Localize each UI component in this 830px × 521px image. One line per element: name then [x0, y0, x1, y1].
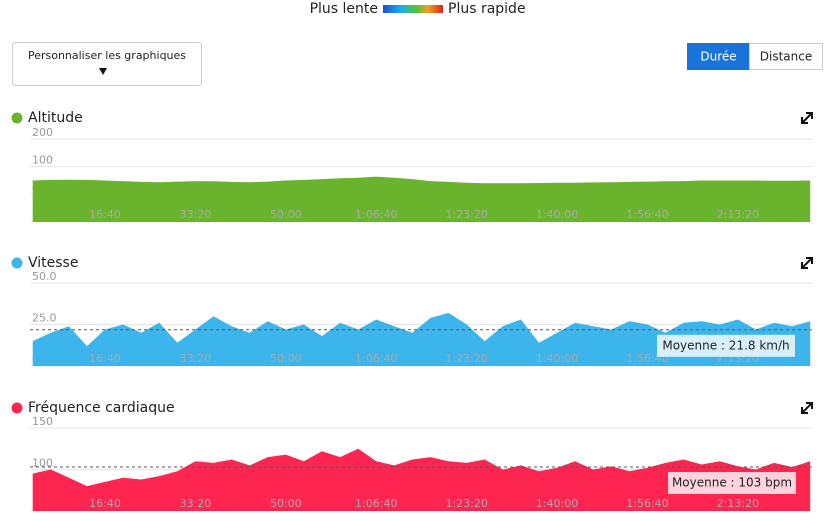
expand-icon[interactable]: [801, 402, 813, 414]
x-tick-label: 16:40: [89, 208, 121, 221]
x-tick-label: 1:23:20: [445, 497, 487, 510]
y-tick-label: 150: [32, 415, 53, 428]
x-tick-label: 33:20: [180, 352, 212, 365]
average-box: [668, 472, 796, 495]
x-tick-label: 50:00: [270, 352, 302, 365]
x-tick-label: 16:40: [89, 497, 121, 510]
x-tick-label: 16:40: [89, 352, 121, 365]
x-tick-label: 33:20: [180, 208, 212, 221]
dropdown-arrow: [99, 68, 107, 75]
x-tick-label: 1:56:40: [626, 208, 668, 221]
toggle-label: Distance: [760, 50, 812, 64]
chart-title: Altitude: [28, 110, 83, 126]
expand-icon[interactable]: [801, 257, 813, 269]
customize-label: Personnaliser les graphiques: [28, 49, 186, 62]
series-dot: [11, 257, 23, 269]
x-tick-label: 2:13:20: [717, 208, 759, 221]
legend-slow: Plus lente: [310, 1, 378, 17]
x-tick-label: 1:56:40: [626, 497, 668, 510]
x-tick-label: 1:06:40: [355, 352, 397, 365]
toggle-option[interactable]: [687, 43, 750, 70]
y-tick-label: 25.0: [32, 312, 57, 325]
area: [32, 312, 811, 366]
y-tick-label: 100: [32, 457, 53, 470]
average-label: Moyenne : 21.8 km/h: [662, 338, 789, 352]
expand-icon[interactable]: [801, 112, 813, 124]
x-tick-label: 1:40:00: [536, 208, 578, 221]
y-tick-label: 100: [32, 154, 53, 167]
legend-fast: Plus rapide: [448, 1, 526, 17]
x-tick-label: 1:40:00: [536, 497, 578, 510]
y-tick-label: 200: [32, 126, 53, 139]
chart-title: Fréquence cardiaque: [28, 400, 175, 416]
x-tick-label: 1:06:40: [355, 497, 397, 510]
average-label: Moyenne : 103 bpm: [672, 476, 792, 490]
customize-button[interactable]: [12, 42, 202, 86]
toggle-label: Durée: [700, 50, 736, 64]
x-tick-label: 1:23:20: [445, 352, 487, 365]
series-dot: [11, 402, 23, 414]
x-tick-label: 50:00: [270, 497, 302, 510]
x-tick-label: 1:40:00: [536, 352, 578, 365]
area: [32, 448, 811, 511]
area: [32, 176, 811, 222]
average-box: [657, 334, 795, 357]
x-tick-label: 33:20: [180, 497, 212, 510]
x-tick-label: 1:23:20: [445, 208, 487, 221]
series-dot: [11, 112, 23, 124]
x-tick-label: 1:06:40: [355, 208, 397, 221]
x-tick-label: 50:00: [270, 208, 302, 221]
speed-gradient: [383, 5, 443, 13]
chart-title: Vitesse: [28, 255, 78, 271]
x-tick-label: 2:13:20: [717, 497, 759, 510]
toggle-option[interactable]: [749, 43, 823, 70]
y-tick-label: 50.0: [32, 270, 57, 283]
